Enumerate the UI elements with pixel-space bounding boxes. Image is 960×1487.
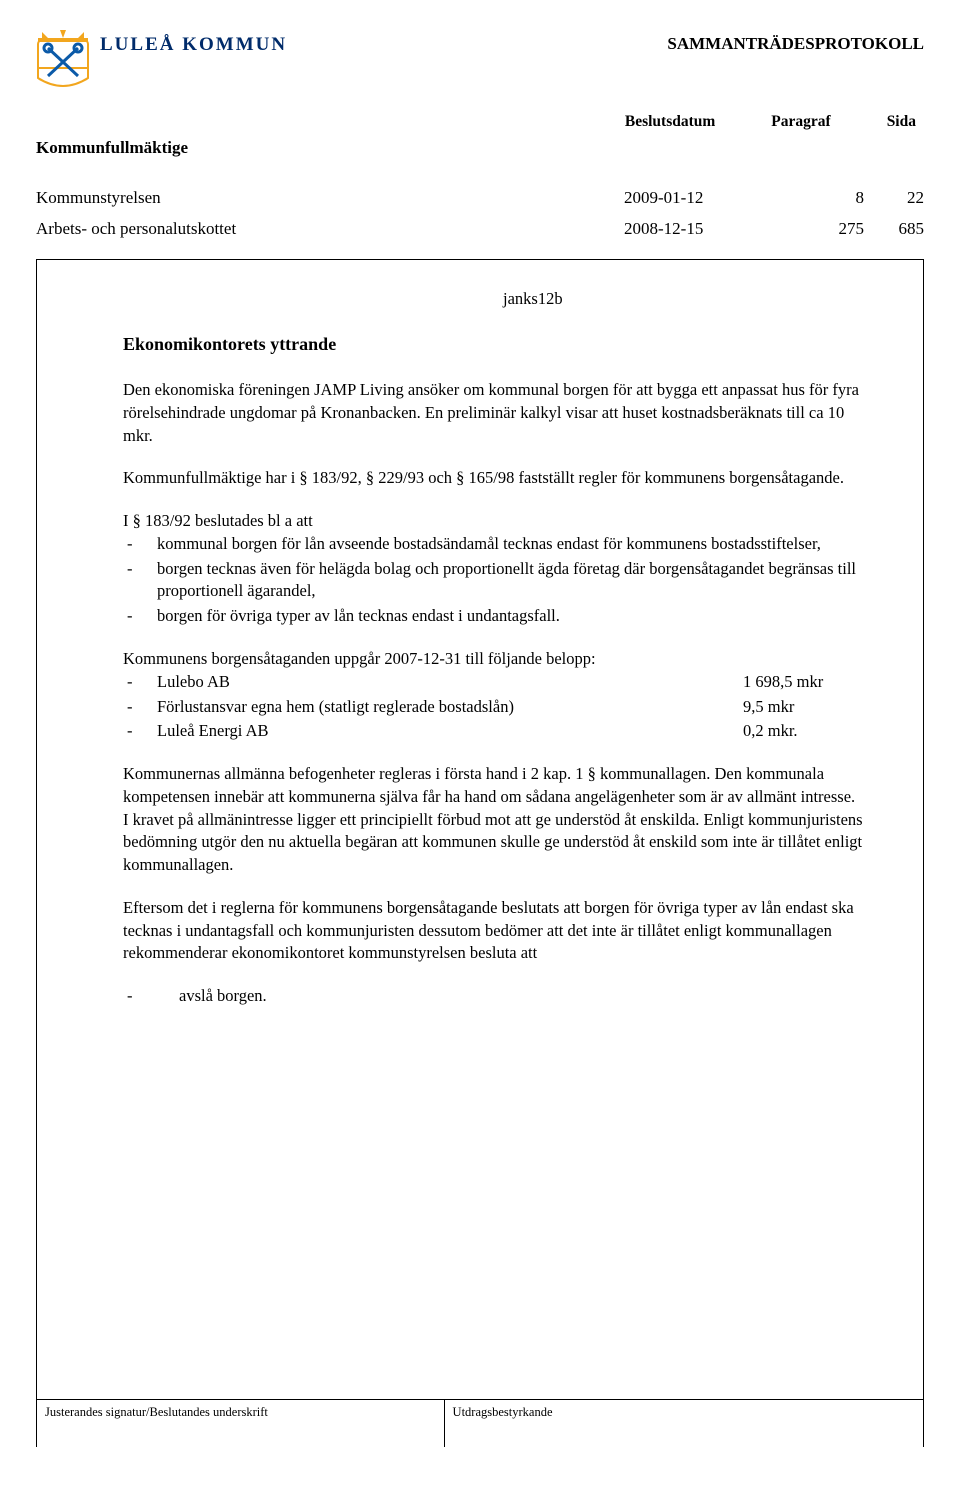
page-header: LULEÅ KOMMUN SAMMANTRÄDESPROTOKOLL	[36, 28, 924, 97]
meeting-date: 2009-01-12	[624, 186, 804, 209]
footer-left: Justerandes signatur/Beslutandes undersk…	[37, 1400, 445, 1447]
list-item: Förlustansvar egna hem (statligt reglera…	[123, 696, 863, 719]
list-item: kommunal borgen för lån avseende bostads…	[123, 533, 863, 556]
amount-value: 9,5 mkr	[743, 696, 863, 719]
list-item: Luleå Energi AB 0,2 mkr.	[123, 720, 863, 743]
list-intro: Kommunens borgensåtaganden uppgår 2007-1…	[123, 648, 863, 671]
protocol-title: SAMMANTRÄDESPROTOKOLL	[667, 28, 924, 55]
list-item: Lulebo AB 1 698,5 mkr	[123, 671, 863, 694]
body-name: Arbets- och personalutskottet	[36, 217, 624, 240]
meeting-page: 22	[864, 186, 924, 209]
paragraph: Kommunernas allmänna befogenheter regler…	[123, 763, 863, 877]
municipal-crest-icon	[36, 28, 90, 97]
meeting-para: 8	[804, 186, 864, 209]
decision-list: kommunal borgen för lån avseende bostads…	[123, 533, 863, 628]
org-name: LULEÅ KOMMUN	[100, 28, 287, 58]
list-intro: I § 183/92 beslutades bl a att	[123, 510, 863, 533]
amount-label: Lulebo AB	[157, 671, 743, 694]
meeting-row: Arbets- och personalutskottet 2008-12-15…	[36, 217, 924, 240]
paragraph: Den ekonomiska föreningen JAMP Living an…	[123, 379, 863, 447]
page-footer: Justerandes signatur/Beslutandes undersk…	[36, 1399, 924, 1447]
meeting-para: 275	[804, 217, 864, 240]
amount-value: 1 698,5 mkr	[743, 671, 863, 694]
list-item: borgen tecknas även för helägda bolag oc…	[123, 558, 863, 604]
amount-label: Förlustansvar egna hem (statligt reglera…	[157, 696, 743, 719]
doc-reference: janks12b	[503, 288, 863, 311]
section-heading: Ekonomikontorets yttrande	[123, 332, 863, 357]
label-date: Beslutsdatum	[625, 111, 715, 132]
logo-block: LULEÅ KOMMUN	[36, 28, 287, 97]
paragraph: Kommunfullmäktige har i § 183/92, § 229/…	[123, 467, 863, 490]
meeting-page: 685	[864, 217, 924, 240]
label-page: Sida	[887, 111, 916, 132]
amount-label: Luleå Energi AB	[157, 720, 743, 743]
final-decision-list: avslå borgen.	[123, 985, 863, 1008]
body-name: Kommunstyrelsen	[36, 186, 624, 209]
content-box: janks12b Ekonomikontorets yttrande Den e…	[36, 259, 924, 1399]
amount-list: Lulebo AB 1 698,5 mkr Förlustansvar egna…	[123, 671, 863, 743]
meta-labels-row: Beslutsdatum Paragraf Sida	[36, 111, 924, 132]
committee-name: Kommunfullmäktige	[36, 136, 924, 159]
meeting-date: 2008-12-15	[624, 217, 804, 240]
amount-value: 0,2 mkr.	[743, 720, 863, 743]
meeting-row: Kommunstyrelsen 2009-01-12 8 22	[36, 186, 924, 209]
label-paragraph: Paragraf	[771, 111, 830, 132]
list-item: borgen för övriga typer av lån tecknas e…	[123, 605, 863, 628]
paragraph: Eftersom det i reglerna för kommunens bo…	[123, 897, 863, 965]
footer-right: Utdragsbestyrkande	[445, 1400, 923, 1447]
list-item: avslå borgen.	[123, 985, 863, 1008]
